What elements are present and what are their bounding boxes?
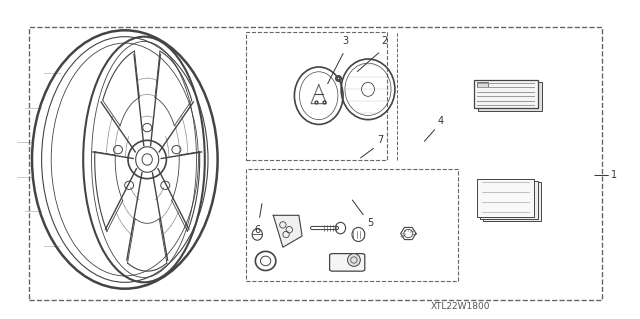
Text: 6: 6 (255, 225, 261, 235)
FancyBboxPatch shape (477, 179, 534, 217)
Bar (477, 82, 488, 87)
Polygon shape (273, 215, 302, 247)
FancyBboxPatch shape (480, 181, 538, 219)
Text: 7: 7 (377, 135, 383, 145)
Bar (246, 169, 458, 281)
Bar (29, 27, 602, 300)
Text: 5: 5 (367, 218, 373, 228)
Bar (474, 80, 538, 108)
Text: 3: 3 (342, 36, 349, 47)
Text: XTL22W1800: XTL22W1800 (431, 302, 490, 311)
FancyBboxPatch shape (330, 254, 365, 271)
Text: 4: 4 (437, 116, 444, 126)
Text: 1: 1 (611, 170, 618, 181)
Bar (478, 82, 542, 111)
Ellipse shape (348, 254, 360, 266)
FancyBboxPatch shape (483, 182, 541, 221)
Bar (246, 32, 387, 160)
Text: 2: 2 (381, 36, 387, 47)
